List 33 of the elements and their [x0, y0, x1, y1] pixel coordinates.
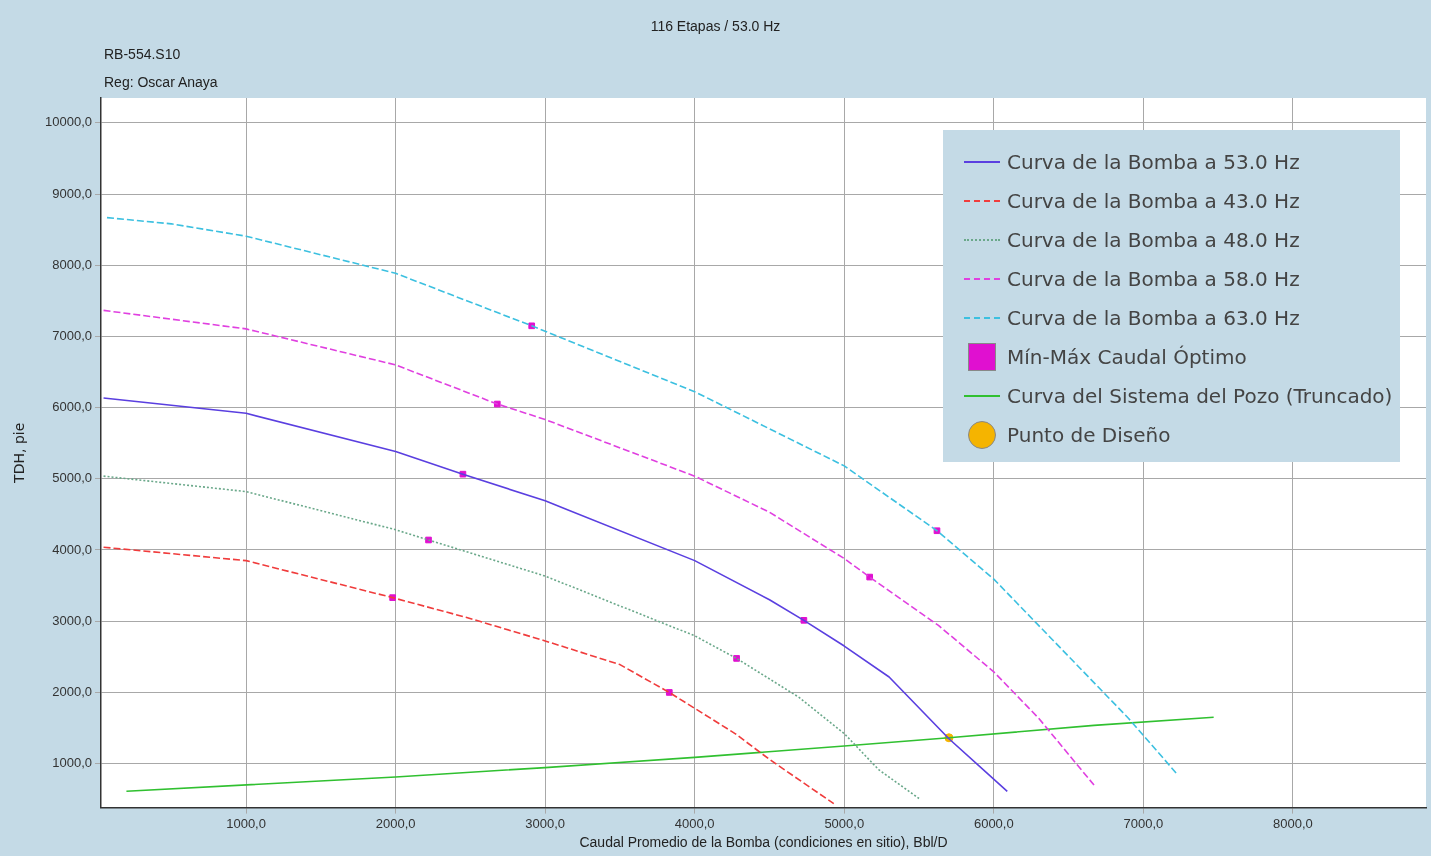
legend-label: Curva de la Bomba a 43.0 Hz: [1007, 188, 1300, 213]
line-series: [102, 546, 835, 805]
legend-label: Curva de la Bomba a 63.0 Hz: [1007, 305, 1300, 330]
x-tick-label: 1000,0: [226, 815, 266, 831]
y-tick-label: 8000,0: [52, 256, 92, 272]
legend-label: Curva de la Bomba a 53.0 Hz: [1007, 149, 1300, 174]
y-tick-label: 6000,0: [52, 399, 92, 415]
y-tick-label: 4000,0: [52, 541, 92, 557]
x-tick-label: 4000,0: [674, 815, 715, 831]
x-tick-label: 8000,0: [1273, 815, 1313, 831]
x-tick-label: 6000,0: [973, 815, 1014, 831]
y-tick-label: 2000,0: [52, 683, 92, 699]
legend-label: Curva de la Bomba a 58.0 Hz: [1007, 266, 1300, 291]
x-tick-label: 5000,0: [824, 815, 865, 831]
x-tick-label: 7000,0: [1123, 815, 1164, 831]
y-tick-label: 7000,0: [52, 328, 92, 344]
text: Reg: Oscar Anaya: [104, 74, 218, 90]
y-tick-label: 10000,0: [45, 114, 92, 130]
x-axis-title: Caudal Promedio de la Bomba (condiciones en sitio), Bbl/D: [579, 834, 948, 851]
y-axis-title: TDH, pie: [11, 422, 28, 484]
y-tick-label: 1000,0: [52, 755, 92, 771]
y-tick-label: 3000,0: [52, 612, 92, 628]
x-tick-label: 2000,0: [375, 815, 416, 831]
y-tick-label: 9000,0: [52, 185, 92, 201]
line-series: [102, 475, 920, 800]
chart-title: 116 Etapas / 53.0 Hz: [649, 18, 782, 34]
chart-subtitle: RB-554.S10: [104, 46, 181, 62]
y-tick-label: 5000,0: [52, 470, 92, 486]
legend-label: Punto de Diseño: [1007, 422, 1171, 447]
legend-label: Mín-Máx Caudal Óptimo: [1007, 344, 1247, 369]
legend-label: Curva del Sistema del Pozo (Truncado): [1007, 383, 1393, 408]
x-tick-label: 3000,0: [525, 815, 566, 831]
legend-label: Curva de la Bomba a 48.0 Hz: [1007, 227, 1300, 252]
